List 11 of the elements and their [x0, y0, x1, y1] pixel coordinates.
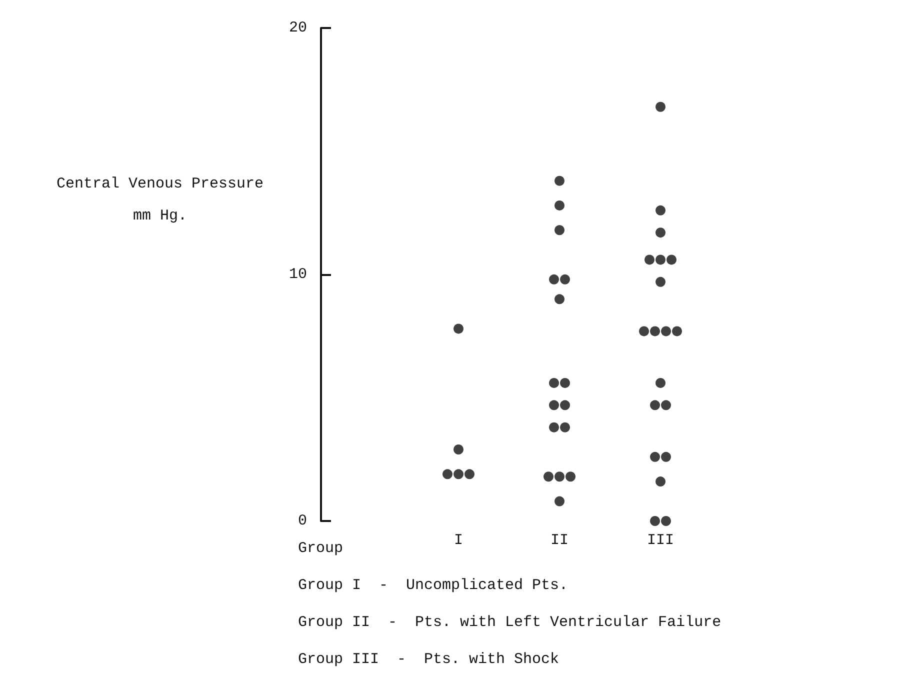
x-tick-label: III: [646, 532, 674, 549]
x-tick-label: I: [454, 532, 464, 549]
y-tick-label: 0: [298, 512, 307, 530]
y-axis-title: Central Venous Pressure mm Hg.: [56, 176, 264, 224]
text: Group II - Pts. with Left Ventricular Failure: [298, 614, 722, 631]
y-tick-label: 10: [288, 266, 307, 283]
x-tick-label: II: [550, 532, 569, 549]
x-axis-title: Group: [298, 540, 344, 557]
text: Group I - Uncomplicated Pts.: [298, 577, 568, 594]
text: Group III - Pts. with Shock: [298, 651, 560, 668]
y-tick-label: 20: [288, 20, 307, 36]
